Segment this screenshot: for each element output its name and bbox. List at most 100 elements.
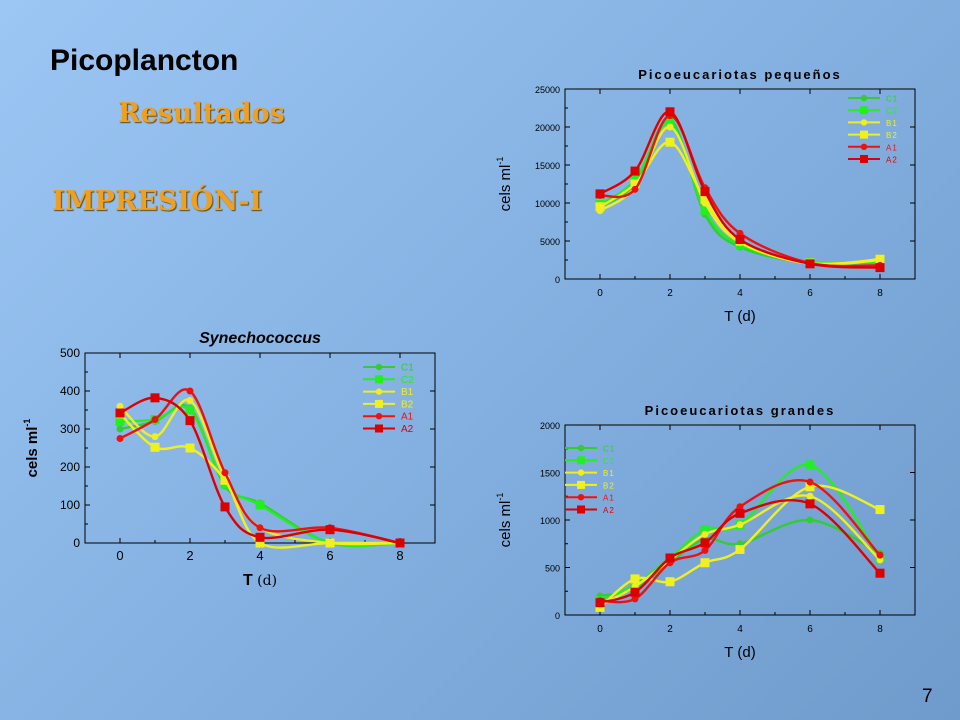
x-tick-label: 0 — [597, 288, 603, 299]
data-point — [875, 568, 885, 578]
data-point — [630, 587, 640, 597]
legend-label: A2 — [886, 156, 898, 165]
data-point — [186, 387, 194, 395]
data-point — [735, 508, 745, 518]
data-point — [666, 123, 674, 131]
x-tick-label: 8 — [877, 288, 883, 299]
legend: C1 C2 B1 B2 A1 A2 — [848, 95, 898, 165]
data-point — [595, 602, 605, 612]
legend-marker — [577, 444, 585, 452]
data-point — [700, 538, 710, 548]
x-axis-label: T (d) — [243, 572, 277, 589]
data-point — [700, 558, 710, 568]
data-point — [186, 397, 194, 404]
data-point — [665, 107, 675, 117]
legend-marker — [577, 469, 585, 476]
chart-title: Picoeucariotas grandes — [645, 403, 836, 418]
data-point — [665, 137, 675, 147]
data-point — [116, 425, 124, 433]
data-point — [805, 482, 815, 492]
data-point — [735, 234, 745, 244]
legend-marker — [375, 363, 383, 371]
x-tick-label: 4 — [737, 624, 743, 635]
data-point — [875, 505, 885, 515]
series-A2 — [595, 107, 885, 273]
data-point — [151, 416, 159, 423]
chart-picoeucariotas-pequenos: Picoeucariotas pequeños05000100001500020… — [495, 67, 916, 325]
legend-label: A1 — [401, 412, 414, 423]
series-B1 — [596, 123, 884, 268]
y-axis-label: cels ml-1 — [495, 493, 514, 548]
data-point — [630, 574, 640, 584]
legend-marker — [860, 119, 868, 126]
slide-subtitle: Resultados — [118, 98, 285, 129]
legend-marker — [577, 480, 585, 489]
legend-label: B2 — [886, 131, 898, 140]
plot-frame — [564, 424, 916, 616]
data-point — [736, 503, 744, 511]
data-point — [220, 502, 230, 512]
data-point — [151, 433, 159, 441]
legend-marker — [577, 505, 585, 514]
legend-marker — [375, 424, 383, 433]
series-B2 — [595, 482, 885, 612]
legend-marker — [375, 388, 383, 395]
data-point — [700, 206, 710, 216]
data-point — [805, 259, 815, 269]
section-heading: IMPRESIÓN-I — [52, 186, 263, 217]
y-tick-label: 200 — [60, 460, 80, 474]
y-tick-label: 1000 — [540, 516, 560, 526]
x-axis-label: T (d) — [724, 644, 755, 661]
data-point — [256, 524, 264, 532]
series-line — [599, 518, 881, 598]
data-point — [631, 185, 639, 193]
data-point — [875, 254, 885, 264]
legend-label: A2 — [401, 424, 414, 435]
y-tick-label: 10000 — [535, 199, 560, 209]
legend-label: A1 — [603, 494, 615, 503]
data-point — [806, 478, 814, 486]
data-point — [220, 475, 230, 485]
chart-synechococcus: Synechococcus 0 100 200 300 400 500 0 2 4 6 8 T (d) c… — [22, 330, 436, 589]
legend-label: A1 — [886, 143, 898, 152]
data-point — [185, 405, 195, 415]
y-tick-label: 25000 — [535, 85, 560, 95]
x-tick-label: 0 — [116, 548, 123, 563]
data-point — [700, 525, 710, 534]
data-point — [665, 118, 675, 128]
x-tick-label: 6 — [807, 288, 813, 299]
chart-picoeucariotas-grandes: Picoeucariotas grandes 0 500 1000 1500 2000 0 2… — [495, 403, 916, 661]
legend-label: B1 — [886, 119, 898, 128]
data-point — [806, 492, 814, 500]
data-point — [630, 179, 640, 189]
data-point — [630, 166, 640, 176]
data-point — [595, 189, 605, 199]
series-line — [119, 398, 401, 546]
data-point — [185, 416, 195, 426]
legend-label: C2 — [886, 107, 898, 116]
legend-label: C1 — [401, 363, 414, 374]
x-tick-label: 4 — [256, 548, 263, 563]
data-point — [150, 393, 160, 403]
data-point — [736, 521, 744, 529]
page-number: 7 — [922, 686, 933, 707]
legend-marker — [860, 106, 868, 115]
y-tick-label: 0 — [555, 275, 560, 285]
data-point — [185, 443, 195, 453]
data-point — [701, 546, 709, 554]
data-point — [701, 530, 709, 538]
data-point — [395, 538, 405, 548]
data-point — [255, 532, 265, 542]
data-point — [255, 538, 265, 548]
slide-title: Picoplancton — [50, 44, 239, 77]
legend-label: C1 — [886, 95, 898, 104]
chart-title: Synechococcus — [199, 330, 321, 347]
y-tick-label: 300 — [60, 422, 80, 436]
x-tick-label: 8 — [877, 624, 883, 635]
data-point — [325, 538, 335, 548]
x-tick-label: 6 — [807, 624, 813, 635]
data-point — [700, 194, 710, 204]
y-tick-label: 0 — [555, 611, 560, 621]
